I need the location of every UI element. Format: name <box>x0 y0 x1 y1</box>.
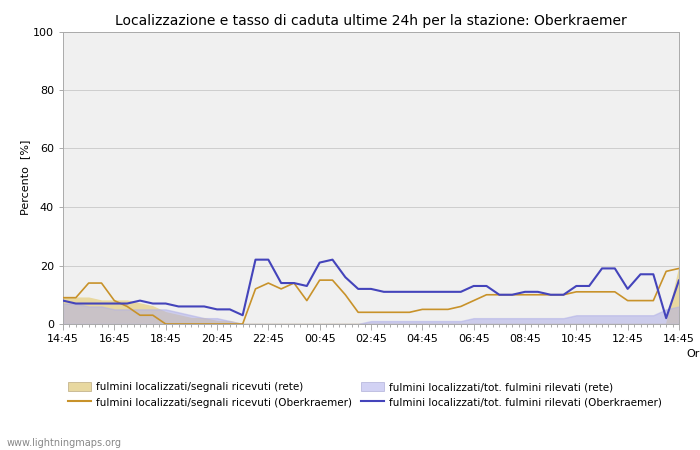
Title: Localizzazione e tasso di caduta ultime 24h per la stazione: Oberkraemer: Localizzazione e tasso di caduta ultime … <box>115 14 627 27</box>
Legend: fulmini localizzati/segnali ricevuti (rete), fulmini localizzati/segnali ricevut: fulmini localizzati/segnali ricevuti (re… <box>68 382 662 408</box>
Text: Orario: Orario <box>686 349 700 359</box>
Text: www.lightningmaps.org: www.lightningmaps.org <box>7 438 122 448</box>
Y-axis label: Percento  [%]: Percento [%] <box>20 140 30 216</box>
